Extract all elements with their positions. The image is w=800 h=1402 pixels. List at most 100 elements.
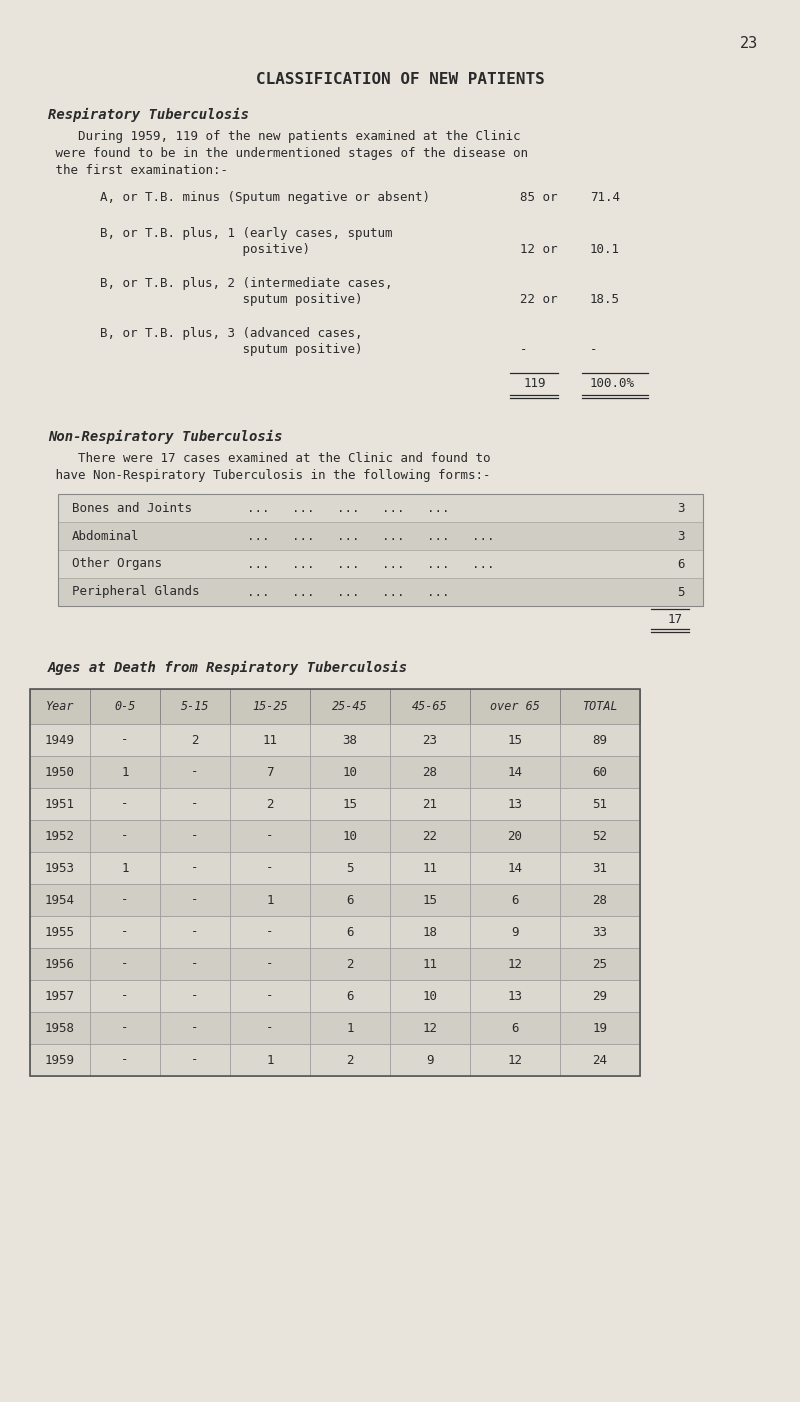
Text: 6: 6 (511, 1022, 518, 1035)
Text: A, or T.B. minus (Sputum negative or absent): A, or T.B. minus (Sputum negative or abs… (100, 191, 430, 205)
Text: sputum positive): sputum positive) (100, 293, 362, 306)
Bar (30, 1012, 90, 1044)
Bar (310, 1012, 390, 1044)
Bar (160, 788, 230, 820)
Text: Other Organs: Other Organs (72, 558, 162, 571)
Text: 38: 38 (342, 733, 358, 746)
Text: -: - (191, 990, 198, 1002)
Text: Abdominal: Abdominal (72, 530, 139, 543)
Text: 51: 51 (593, 798, 607, 810)
Bar (470, 723, 560, 756)
Bar (470, 948, 560, 980)
Text: -: - (191, 925, 198, 938)
Text: -: - (266, 925, 274, 938)
Text: 2: 2 (346, 958, 354, 970)
Bar (310, 980, 390, 1012)
Bar (90, 916, 160, 948)
Text: 12: 12 (507, 958, 522, 970)
Text: 19: 19 (593, 1022, 607, 1035)
Bar (90, 788, 160, 820)
Bar (230, 948, 310, 980)
Bar (560, 788, 640, 820)
Bar (560, 756, 640, 788)
Text: 6: 6 (511, 893, 518, 907)
Text: 25-45: 25-45 (332, 700, 368, 714)
Bar (30, 852, 90, 885)
Bar (390, 1044, 470, 1075)
Bar (58, 522, 703, 550)
Bar (30, 688, 640, 1075)
Text: Non-Respiratory Tuberculosis: Non-Respiratory Tuberculosis (48, 430, 282, 444)
Text: 15: 15 (342, 798, 358, 810)
Bar (390, 885, 470, 916)
Text: 6: 6 (346, 925, 354, 938)
Bar (560, 820, 640, 852)
Text: 2: 2 (266, 798, 274, 810)
Text: 11: 11 (422, 861, 438, 875)
Text: 0-5: 0-5 (114, 700, 136, 714)
Bar (560, 1044, 640, 1075)
Text: 3: 3 (678, 502, 685, 515)
Bar (90, 1044, 160, 1075)
Text: Peripheral Glands: Peripheral Glands (72, 586, 199, 599)
Bar (310, 688, 390, 723)
Text: 9: 9 (426, 1053, 434, 1067)
Text: 1: 1 (122, 861, 129, 875)
Text: -: - (122, 1053, 129, 1067)
Bar (230, 980, 310, 1012)
Text: 23: 23 (740, 36, 758, 50)
Bar (390, 948, 470, 980)
Text: -: - (122, 990, 129, 1002)
Bar (230, 756, 310, 788)
Bar (310, 852, 390, 885)
Text: During 1959, 119 of the new patients examined at the Clinic: During 1959, 119 of the new patients exa… (48, 130, 521, 143)
Bar (160, 1044, 230, 1075)
Text: -: - (191, 1053, 198, 1067)
Bar (160, 916, 230, 948)
Text: TOTAL: TOTAL (582, 700, 618, 714)
Bar (390, 852, 470, 885)
Bar (470, 1012, 560, 1044)
Text: 1956: 1956 (45, 958, 75, 970)
Text: 13: 13 (507, 798, 522, 810)
Bar (390, 756, 470, 788)
Bar (90, 723, 160, 756)
Text: -: - (520, 343, 527, 356)
Text: -: - (266, 958, 274, 970)
Bar (310, 916, 390, 948)
Text: -: - (191, 1022, 198, 1035)
Text: 3: 3 (678, 530, 685, 543)
Bar (90, 948, 160, 980)
Text: 18.5: 18.5 (590, 293, 620, 306)
Bar (230, 916, 310, 948)
Text: 14: 14 (507, 765, 522, 778)
Bar (160, 723, 230, 756)
Text: ...   ...   ...   ...   ...: ... ... ... ... ... (247, 586, 450, 599)
Text: 22: 22 (422, 830, 438, 843)
Text: 6: 6 (346, 990, 354, 1002)
Text: 15-25: 15-25 (252, 700, 288, 714)
Text: -: - (191, 861, 198, 875)
Text: B, or T.B. plus, 2 (intermediate cases,: B, or T.B. plus, 2 (intermediate cases, (100, 278, 393, 290)
Text: 1957: 1957 (45, 990, 75, 1002)
Text: 1: 1 (266, 893, 274, 907)
Text: B, or T.B. plus, 3 (advanced cases,: B, or T.B. plus, 3 (advanced cases, (100, 327, 362, 341)
Bar (30, 688, 90, 723)
Bar (560, 1012, 640, 1044)
Bar (90, 885, 160, 916)
Text: 1: 1 (266, 1053, 274, 1067)
Text: 20: 20 (507, 830, 522, 843)
Text: -: - (191, 958, 198, 970)
Text: 119: 119 (524, 377, 546, 390)
Text: 12: 12 (422, 1022, 438, 1035)
Text: Ages at Death from Respiratory Tuberculosis: Ages at Death from Respiratory Tuberculo… (48, 660, 408, 676)
Text: 6: 6 (678, 558, 685, 571)
Text: 1951: 1951 (45, 798, 75, 810)
Text: 1: 1 (122, 765, 129, 778)
Text: -: - (122, 733, 129, 746)
Text: 12: 12 (507, 1053, 522, 1067)
Bar (160, 948, 230, 980)
Text: 1959: 1959 (45, 1053, 75, 1067)
Text: -: - (590, 343, 598, 356)
Bar (30, 756, 90, 788)
